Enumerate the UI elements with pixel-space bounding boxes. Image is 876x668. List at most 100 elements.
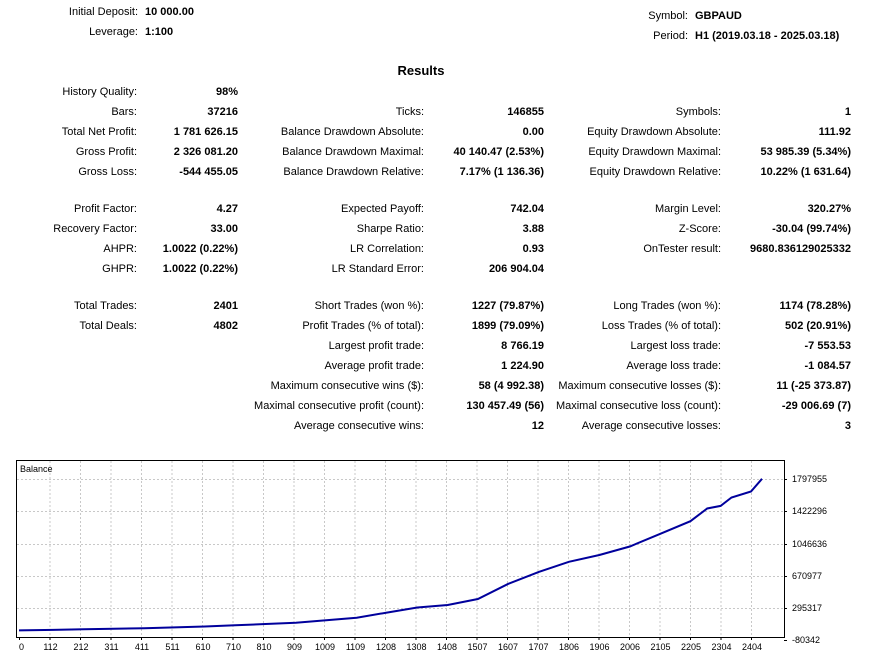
expected-payoff-value: 742.04 bbox=[510, 203, 544, 215]
lr-correlation-label: LR Correlation: bbox=[350, 243, 424, 255]
y-tick-label: 295317 bbox=[792, 603, 822, 613]
recovery-factor-value: 33.00 bbox=[210, 223, 238, 235]
x-tick-label: 1009 bbox=[315, 642, 335, 652]
equity-dd-absolute-label: Equity Drawdown Absolute: bbox=[587, 126, 721, 138]
x-tick-label: 311 bbox=[104, 642, 118, 652]
avg-loss-trade-label: Average loss trade: bbox=[626, 360, 721, 372]
x-tick-label: 112 bbox=[43, 642, 57, 652]
x-tick-label: 2205 bbox=[681, 642, 701, 652]
results-title: Results bbox=[397, 63, 445, 78]
balance-dd-maximal-value: 40 140.47 (2.53%) bbox=[453, 146, 544, 158]
total-deals-label: Total Deals: bbox=[79, 320, 137, 332]
max-consec-wins-value: 58 (4 992.38) bbox=[478, 380, 544, 392]
y-tick-label: 1422296 bbox=[792, 506, 827, 516]
largest-loss-trade-value: -7 553.53 bbox=[804, 340, 851, 352]
margin-level-value: 320.27% bbox=[807, 203, 851, 215]
period-label: Period: bbox=[653, 30, 688, 42]
avg-consec-losses-value: 3 bbox=[844, 420, 851, 432]
x-tick-label: 1607 bbox=[498, 642, 518, 652]
gross-loss-label: Gross Loss: bbox=[78, 166, 137, 178]
ontester-result-value: 9680.836129025332 bbox=[750, 243, 851, 255]
y-tick-label: 1046636 bbox=[792, 539, 827, 549]
bars-label: Bars: bbox=[111, 106, 137, 118]
balance-series-line bbox=[18, 478, 763, 632]
initial-deposit-label: Initial Deposit: bbox=[68, 6, 138, 18]
sharpe-ratio-label: Sharpe Ratio: bbox=[356, 223, 424, 235]
avg-consec-wins-value: 12 bbox=[531, 420, 544, 432]
total-trades-value: 2401 bbox=[213, 300, 238, 312]
symbols-label: Symbols: bbox=[675, 106, 721, 118]
ahpr-label: AHPR: bbox=[103, 243, 137, 255]
margin-level-label: Margin Level: bbox=[654, 203, 721, 215]
maximal-consec-profit-label: Maximal consecutive profit (count): bbox=[254, 400, 424, 412]
short-trades-value: 1227 (79.87%) bbox=[471, 300, 544, 312]
balance-dd-maximal-label: Balance Drawdown Maximal: bbox=[282, 146, 424, 158]
avg-consec-losses-label: Average consecutive losses: bbox=[581, 420, 721, 432]
leverage-label: Leverage: bbox=[89, 26, 138, 38]
leverage-value: 1:100 bbox=[145, 26, 174, 38]
total-net-profit-label: Total Net Profit: bbox=[61, 126, 137, 138]
x-tick-label: 1707 bbox=[528, 642, 548, 652]
x-tick-label: 710 bbox=[226, 642, 241, 652]
ghpr-label: GHPR: bbox=[102, 263, 137, 275]
total-deals-value: 4802 bbox=[213, 320, 238, 332]
x-tick-label: 212 bbox=[73, 642, 88, 652]
equity-dd-maximal-label: Equity Drawdown Maximal: bbox=[588, 146, 721, 158]
bars-value: 37216 bbox=[207, 106, 238, 118]
history-quality-value: 98% bbox=[215, 86, 238, 98]
gross-loss-value: -544 455.05 bbox=[179, 166, 238, 178]
symbol-value: GBPAUD bbox=[695, 10, 742, 22]
largest-profit-trade-label: Largest profit trade: bbox=[328, 340, 424, 352]
maximal-consec-profit-value: 130 457.49 (56) bbox=[466, 400, 544, 412]
history-quality-label: History Quality: bbox=[62, 86, 137, 98]
x-tick-label: 0 bbox=[19, 642, 24, 652]
ghpr-value: 1.0022 (0.22%) bbox=[162, 263, 238, 275]
maximal-consec-loss-value: -29 006.69 (7) bbox=[781, 400, 851, 412]
chart-grid bbox=[17, 461, 784, 637]
chart-title: Balance bbox=[20, 464, 53, 474]
equity-dd-maximal-value: 53 985.39 (5.34%) bbox=[760, 146, 851, 158]
ahpr-value: 1.0022 (0.22%) bbox=[162, 243, 238, 255]
ticks-label: Ticks: bbox=[395, 106, 424, 118]
period-value: H1 (2019.03.18 - 2025.03.18) bbox=[695, 30, 840, 42]
expected-payoff-label: Expected Payoff: bbox=[341, 203, 424, 215]
long-trades-label: Long Trades (won %): bbox=[613, 300, 721, 312]
x-tick-label: 909 bbox=[287, 642, 302, 652]
equity-dd-relative-label: Equity Drawdown Relative: bbox=[589, 166, 721, 178]
x-tick-label: 1109 bbox=[346, 642, 365, 652]
max-consec-losses-value: 11 (-25 373.87) bbox=[776, 380, 851, 392]
long-trades-value: 1174 (78.28%) bbox=[779, 300, 851, 312]
y-tick-label: -80342 bbox=[792, 635, 820, 645]
max-consec-losses-label: Maximum consecutive losses ($): bbox=[558, 380, 721, 392]
balance-dd-absolute-value: 0.00 bbox=[522, 126, 544, 138]
total-trades-label: Total Trades: bbox=[74, 300, 137, 312]
chart-y-axis: 1797955 1422296 1046636 670977 295317 -80342 bbox=[784, 474, 827, 645]
z-score-value: -30.04 (99.74%) bbox=[772, 223, 851, 235]
profit-factor-label: Profit Factor: bbox=[74, 203, 137, 215]
x-tick-label: 1408 bbox=[437, 642, 457, 652]
lr-correlation-value: 0.93 bbox=[522, 243, 544, 255]
balance-dd-absolute-label: Balance Drawdown Absolute: bbox=[280, 126, 424, 138]
profit-factor-value: 4.27 bbox=[216, 203, 238, 215]
ticks-value: 146855 bbox=[507, 106, 544, 118]
avg-profit-trade-value: 1 224.90 bbox=[501, 360, 544, 372]
balance-dd-relative-label: Balance Drawdown Relative: bbox=[283, 166, 424, 178]
profit-trades-label: Profit Trades (% of total): bbox=[302, 320, 424, 332]
x-tick-label: 1308 bbox=[406, 642, 426, 652]
x-tick-label: 610 bbox=[195, 642, 210, 652]
balance-dd-relative-value: 7.17% (1 136.36) bbox=[459, 166, 544, 178]
x-tick-label: 810 bbox=[256, 642, 271, 652]
recovery-factor-label: Recovery Factor: bbox=[53, 223, 137, 235]
avg-consec-wins-label: Average consecutive wins: bbox=[293, 420, 424, 432]
initial-deposit-value: 10 000.00 bbox=[145, 6, 194, 18]
sharpe-ratio-value: 3.88 bbox=[522, 223, 544, 235]
profit-trades-value: 1899 (79.09%) bbox=[471, 320, 544, 332]
x-tick-label: 2304 bbox=[711, 642, 731, 652]
x-tick-label: 511 bbox=[165, 642, 179, 652]
largest-profit-trade-value: 8 766.19 bbox=[501, 340, 544, 352]
gross-profit-value: 2 326 081.20 bbox=[173, 146, 238, 158]
lr-standard-error-value: 206 904.04 bbox=[488, 263, 544, 275]
x-tick-label: 2006 bbox=[620, 642, 640, 652]
